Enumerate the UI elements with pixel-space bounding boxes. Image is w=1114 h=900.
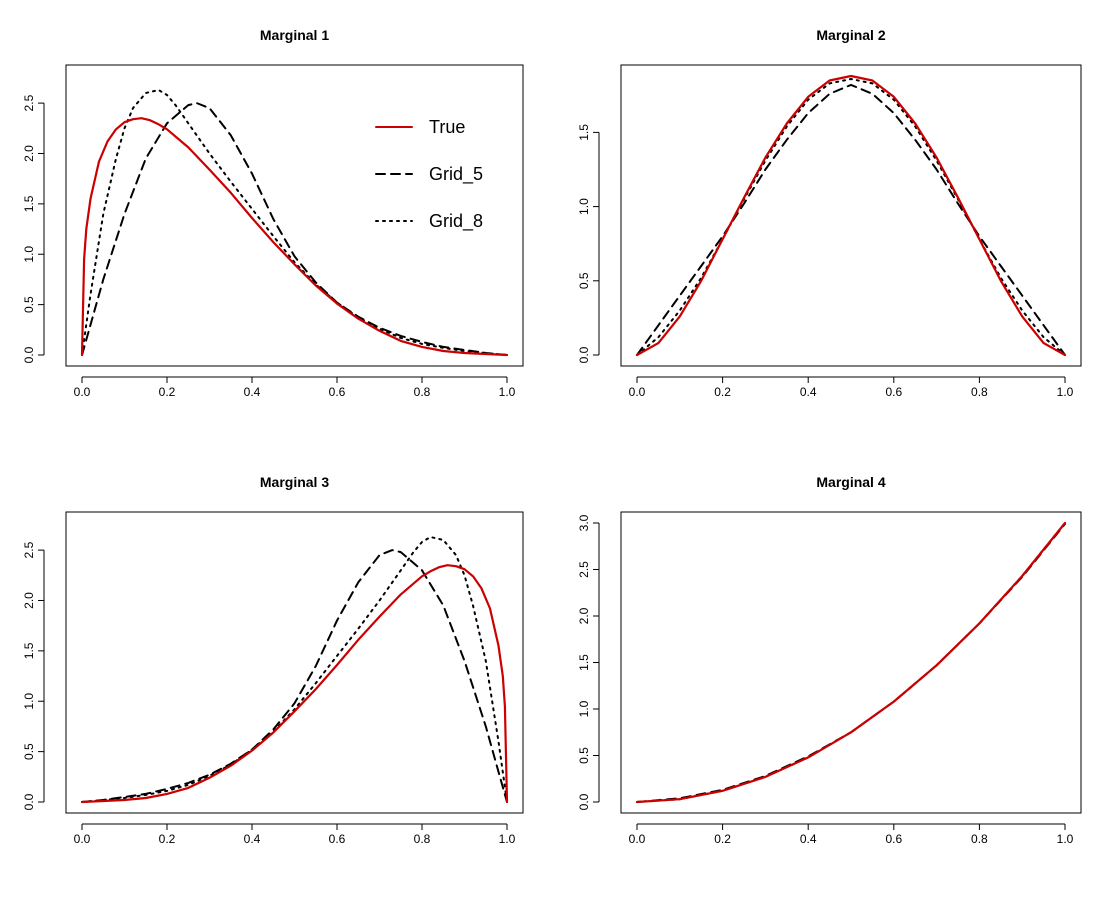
series-line-grid-5 [636, 83, 1066, 356]
y-tick-label: 0.5 [577, 272, 591, 289]
series-line-grid-5 [81, 549, 508, 803]
x-tick-label: 0.6 [885, 385, 902, 399]
y-tick-label: 0.0 [577, 346, 591, 363]
x-tick-label: 0.2 [714, 832, 731, 846]
x-tick-label: 1.0 [499, 385, 516, 399]
panel-4: Marginal 4 0.0 0.2 0.4 0.6 0.8 1.0 0.0 0.5 1.0 1.5… [577, 474, 1082, 846]
series-line-true [635, 521, 1067, 804]
series-line-true [635, 74, 1067, 357]
chart-title: Marginal 4 [816, 474, 885, 490]
y-tick-label: 0.5 [577, 747, 591, 764]
y-tick-label: 2.0 [22, 145, 36, 162]
x-tick-label: 0.8 [414, 832, 431, 846]
series-line-grid-5 [81, 102, 508, 356]
y-tick-label: 1.0 [577, 700, 591, 717]
y-tick-label: 1.5 [577, 654, 591, 671]
chart-title: Marginal 1 [260, 27, 329, 43]
x-tick-label: 0.4 [800, 385, 817, 399]
series-line-grid-8 [81, 89, 508, 356]
x-tick-label: 1.0 [1057, 385, 1074, 399]
x-tick-label: 0.2 [159, 385, 176, 399]
y-tick-label: 1.0 [22, 246, 36, 263]
series-line-grid-8 [81, 536, 508, 803]
series-line-grid-8 [636, 78, 1066, 356]
series-line-true [80, 117, 509, 357]
y-tick-label: 0.5 [22, 743, 36, 760]
x-tick-label: 1.0 [499, 832, 516, 846]
x-tick-label: 0.6 [329, 832, 346, 846]
series-line-grid-5 [636, 522, 1066, 803]
plot-frame [620, 511, 1082, 814]
panel-3: Marginal 3 0.0 0.2 0.4 0.6 0.8 1.0 0.0 0.5 1.0 1.5… [22, 474, 524, 846]
plot-frame [65, 64, 524, 367]
y-tick-label: 1.5 [577, 124, 591, 141]
y-tick-label: 1.5 [22, 195, 36, 212]
y-tick-label: 2.5 [22, 94, 36, 111]
x-tick-label: 0.8 [414, 385, 431, 399]
y-tick-label: 0.0 [22, 346, 36, 363]
x-tick-label: 0.0 [629, 385, 646, 399]
y-tick-label: 2.5 [577, 561, 591, 578]
panel-1: Marginal 1 0.0 0.2 0.4 0.6 0.8 1.0 0.0 0.5 1.0 1.5… [22, 27, 524, 399]
x-tick-label: 0.0 [74, 832, 91, 846]
x-tick-label: 0.2 [159, 832, 176, 846]
series-line-grid-8 [636, 522, 1066, 803]
legend-label-grid-5: Grid_5 [429, 164, 483, 185]
x-tick-label: 0.6 [885, 832, 902, 846]
y-tick-label: 0.0 [22, 793, 36, 810]
chart-title: Marginal 2 [816, 27, 885, 43]
y-tick-label: 2.5 [22, 541, 36, 558]
y-tick-label: 2.0 [577, 607, 591, 624]
x-tick-label: 0.6 [329, 385, 346, 399]
legend-label-grid-8: Grid_8 [429, 211, 483, 232]
x-tick-label: 0.2 [714, 385, 731, 399]
y-tick-label: 1.0 [22, 693, 36, 710]
legend-label-true: True [429, 117, 465, 137]
y-tick-label: 1.5 [22, 642, 36, 659]
x-tick-label: 0.0 [629, 832, 646, 846]
x-tick-label: 0.8 [971, 385, 988, 399]
y-tick-label: 0.0 [577, 793, 591, 810]
plot-frame [620, 64, 1082, 367]
x-tick-label: 1.0 [1057, 832, 1074, 846]
series-line-true [80, 564, 509, 804]
x-tick-label: 0.8 [971, 832, 988, 846]
y-tick-label: 2.0 [22, 592, 36, 609]
y-tick-label: 1.0 [577, 198, 591, 215]
x-tick-label: 0.4 [244, 832, 261, 846]
chart-title: Marginal 3 [260, 474, 329, 490]
y-tick-label: 0.5 [22, 296, 36, 313]
x-tick-label: 0.0 [74, 385, 91, 399]
plot-frame [65, 511, 524, 814]
x-tick-label: 0.4 [800, 832, 817, 846]
legend: True Grid_5 Grid_8 [375, 117, 483, 232]
panel-2: Marginal 2 0.0 0.2 0.4 0.6 0.8 1.0 0.0 0.5 1.0 1.5 [577, 27, 1082, 399]
x-tick-label: 0.4 [244, 385, 261, 399]
y-tick-label: 3.0 [577, 514, 591, 531]
